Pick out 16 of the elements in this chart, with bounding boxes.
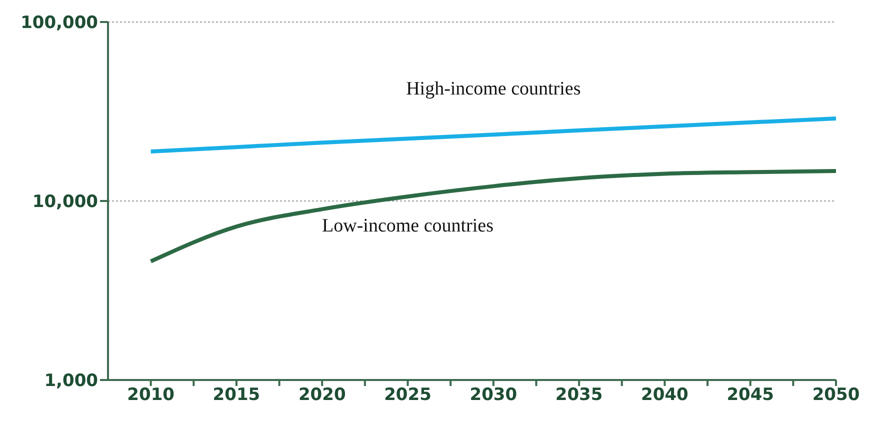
series-label: High-income countries xyxy=(406,78,581,100)
x-tick-label: 2010 xyxy=(127,385,175,406)
series-label: Low-income countries xyxy=(322,215,494,236)
line-series xyxy=(148,169,836,264)
x-tick-label: 2045 xyxy=(726,385,774,406)
y-tick-label: 10,000 xyxy=(32,192,98,212)
x-tick-label: 2050 xyxy=(812,385,860,406)
x-tick-label: 2035 xyxy=(555,385,603,406)
y-tick-label: 1,000 xyxy=(44,371,98,392)
line-series xyxy=(148,116,836,154)
x-tick-label: 2040 xyxy=(641,385,689,406)
x-tick-label: 2015 xyxy=(212,385,260,406)
x-tick-label: 2025 xyxy=(384,385,432,406)
y-tick-label: 100,000 xyxy=(20,13,98,34)
x-tick-label: 2030 xyxy=(470,385,518,406)
x-tick-label: 2020 xyxy=(298,385,346,406)
